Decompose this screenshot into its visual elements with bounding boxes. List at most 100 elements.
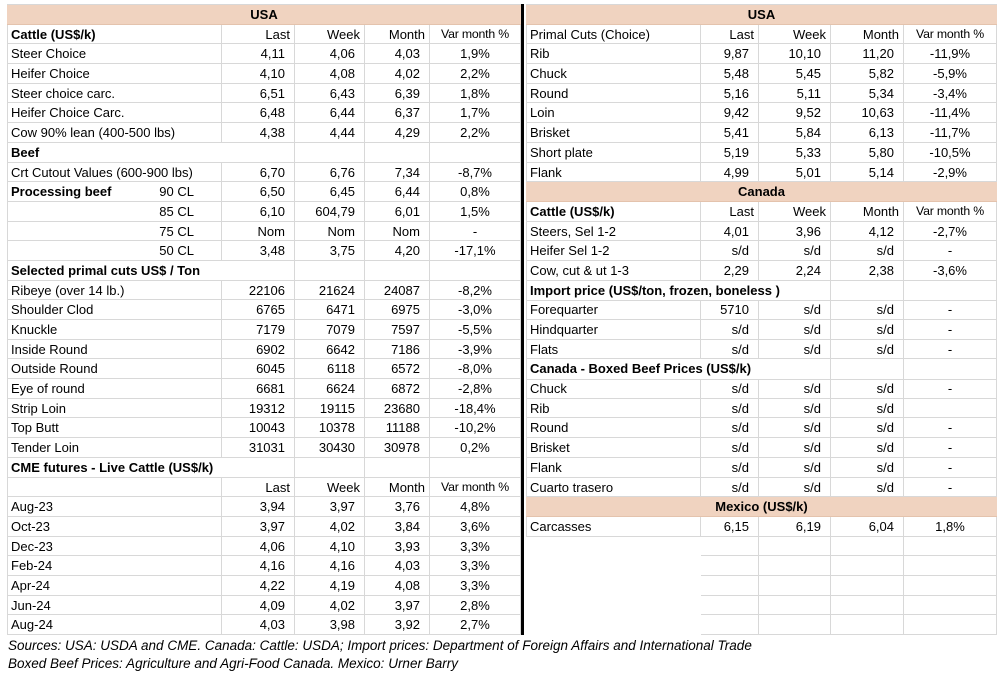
row-label: Primal Cuts (Choice) (526, 24, 701, 45)
row-label: 50 CL (7, 241, 222, 261)
empty-cell (365, 457, 430, 479)
cell-week: 5,33 (759, 142, 831, 163)
cell-var: - (904, 320, 997, 340)
cell-last: s/d (701, 320, 759, 340)
row-label: Flats (526, 339, 701, 360)
cell-month: 3,97 (365, 595, 430, 616)
row-label: Dec-23 (7, 536, 222, 557)
cell-week: 9,52 (759, 103, 831, 124)
cell-var: - (904, 339, 997, 360)
cell-var (904, 398, 997, 419)
cell-var: -11,7% (904, 123, 997, 143)
cell-var: -2,7% (904, 221, 997, 242)
cell-month: 6,01 (365, 201, 430, 222)
cell-week: 6,19 (759, 516, 831, 537)
table-row: Cattle (US$/k) Last Week Month Var month % (526, 201, 997, 222)
cell-week: s/d (759, 241, 831, 261)
cell-week: 3,75 (295, 241, 365, 261)
row-label: Rib (526, 44, 701, 65)
cell-week: 5,45 (759, 64, 831, 84)
cell-month: 2,38 (831, 260, 904, 281)
col-header-var: Var month % (430, 24, 521, 45)
table-row (526, 595, 997, 616)
row-label: Cow 90% lean (400-500 lbs) (7, 123, 222, 143)
table-divider (521, 4, 524, 635)
cell-month: 3,84 (365, 516, 430, 537)
empty-cell (701, 595, 759, 616)
cell-last: 5,48 (701, 64, 759, 84)
table-row: Feb-24 4,16 4,16 4,03 3,3% (7, 556, 521, 576)
empty-cell (295, 260, 365, 282)
cell-month: 4,08 (365, 575, 430, 596)
empty-cell (904, 595, 997, 616)
cell-var: -11,4% (904, 103, 997, 124)
cell-var: 3,3% (430, 536, 521, 557)
row-label: 85 CL (7, 201, 222, 222)
cell-month: s/d (831, 241, 904, 261)
row-label: Short plate (526, 142, 701, 163)
cell-last: 3,48 (222, 241, 295, 261)
cell-last: 6,70 (222, 162, 295, 183)
table-row: CME futures - Live Cattle (US$/k) (7, 457, 521, 479)
table-row: Heifer Sel 1-2 s/d s/d s/d - (526, 241, 997, 261)
table-row: Aug-24 4,03 3,98 3,92 2,7% (7, 615, 521, 635)
cell-var: -2,8% (430, 379, 521, 399)
table-row: Shoulder Clod 6765 6471 6975 -3,0% (7, 300, 521, 320)
row-label: Jun-24 (7, 595, 222, 616)
cell-month: 6975 (365, 300, 430, 320)
table-row: Beef (7, 142, 521, 164)
table-row: Rib s/d s/d s/d (526, 398, 997, 419)
cell-month: 7,34 (365, 162, 430, 183)
band-title: Mexico (US$/k) (526, 497, 997, 517)
cell-last: 6,48 (222, 103, 295, 124)
cell-last: 4,16 (222, 556, 295, 576)
cell-last: 3,97 (222, 516, 295, 537)
empty-cell (759, 615, 831, 635)
row-label: Brisket (526, 438, 701, 458)
band-title: USA (7, 5, 521, 25)
empty-cell (759, 595, 831, 616)
cell-var: -8,0% (430, 359, 521, 380)
cell-month: s/d (831, 320, 904, 340)
table-row: 85 CL 6,10 604,79 6,01 1,5% (7, 201, 521, 222)
cell-month: 4,20 (365, 241, 430, 261)
cell-var: -10,2% (430, 418, 521, 439)
empty-cell (430, 457, 521, 479)
row-label: Brisket (526, 123, 701, 143)
table-row: Cow, cut & ut 1-3 2,29 2,24 2,38 -3,6% (526, 260, 997, 281)
row-label: Feb-24 (7, 556, 222, 576)
row-label: Forequarter (526, 300, 701, 320)
cell-month: 10,63 (831, 103, 904, 124)
region-band: Canada (526, 182, 997, 202)
cell-last: s/d (701, 398, 759, 419)
section-title: CME futures - Live Cattle (US$/k) (7, 457, 295, 479)
cell-var: - (904, 477, 997, 498)
cell-var: 1,7% (430, 103, 521, 124)
cell-month: s/d (831, 300, 904, 320)
table-row: Cow 90% lean (400-500 lbs) 4,38 4,44 4,29 2,… (7, 123, 521, 143)
table-row: Chuck s/d s/d s/d - (526, 379, 997, 399)
empty-cell (365, 142, 430, 164)
cell-week: 4,08 (295, 64, 365, 84)
cell-last: 6,50 (222, 182, 295, 202)
table-row: Jun-24 4,09 4,02 3,97 2,8% (7, 595, 521, 616)
cell-last: 4,22 (222, 575, 295, 596)
col-header-var: Var month % (904, 201, 997, 222)
row-label: Cuarto trasero (526, 477, 701, 498)
cell-week: 604,79 (295, 201, 365, 222)
cell-week: 6,44 (295, 103, 365, 124)
row-label: Cattle (US$/k) (526, 201, 701, 222)
table-row: Selected primal cuts US$ / Ton (7, 260, 521, 282)
region-band: USA (526, 5, 997, 25)
cell-week: 2,24 (759, 260, 831, 281)
row-label: Processing beef 90 CL (7, 182, 222, 202)
table-row: Processing beef 90 CL 6,50 6,45 6,44 0,8% (7, 182, 521, 202)
row-label: Aug-23 (7, 497, 222, 517)
table-row: Round 5,16 5,11 5,34 -3,4% (526, 83, 997, 104)
table-row: Tender Loin 31031 30430 30978 0,2% (7, 438, 521, 458)
cell-month: s/d (831, 398, 904, 419)
empty-cell (701, 536, 759, 557)
table-row: Heifer Choice Carc. 6,48 6,44 6,37 1,7% (7, 103, 521, 124)
cell-week: s/d (759, 379, 831, 399)
region-band: USA (7, 5, 521, 25)
